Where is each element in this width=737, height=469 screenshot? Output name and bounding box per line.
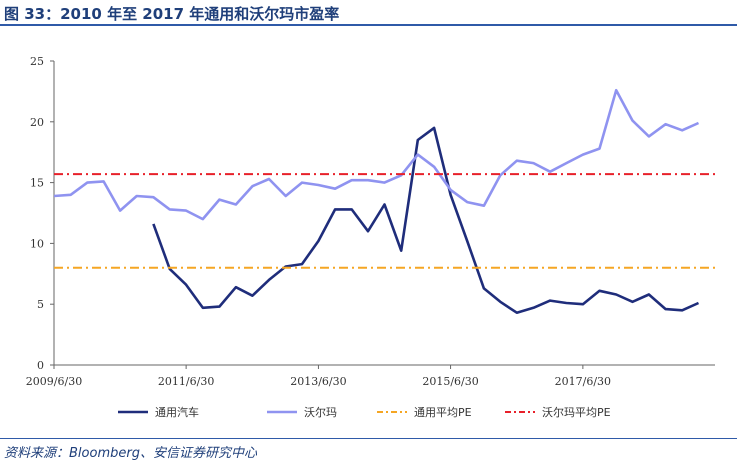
y-tick-label: 5 <box>37 298 44 311</box>
legend-label-0: 通用汽车 <box>155 405 199 419</box>
y-tick-label: 25 <box>30 55 44 68</box>
y-tick-label: 0 <box>37 359 44 372</box>
series-line-0 <box>152 126 700 314</box>
title-divider <box>0 24 737 26</box>
chart-legend: 通用汽车 沃尔玛 通用平均PE 沃尔玛平均PE <box>118 405 611 419</box>
y-tick-label: 15 <box>30 177 44 190</box>
legend-label-3: 沃尔玛平均PE <box>542 406 611 419</box>
source-divider <box>0 438 737 439</box>
legend-label-2: 通用平均PE <box>414 406 472 419</box>
legend-label-1: 沃尔玛 <box>304 406 337 419</box>
series-line-1 <box>53 88 700 221</box>
y-tick-label: 20 <box>30 116 44 129</box>
x-tick-label: 2011/6/30 <box>158 375 214 388</box>
y-tick-label: 10 <box>30 237 44 250</box>
source-note: 资料来源：Bloomberg、安信证券研究中心 <box>4 446 257 461</box>
x-tick-label: 2015/6/30 <box>422 375 478 388</box>
x-tick-label: 2013/6/30 <box>290 375 346 388</box>
figure-title: 图 33：2010 年至 2017 年通用和沃尔玛市盈率 <box>4 5 340 23</box>
chart-axes: 0 5 10 15 20 25 2009/6/30 2011/6/30 2013/6/30 201… <box>26 55 715 388</box>
chart-series-layer <box>53 88 715 314</box>
x-tick-label: 2017/6/30 <box>555 375 611 388</box>
x-tick-label: 2009/6/30 <box>26 375 82 388</box>
